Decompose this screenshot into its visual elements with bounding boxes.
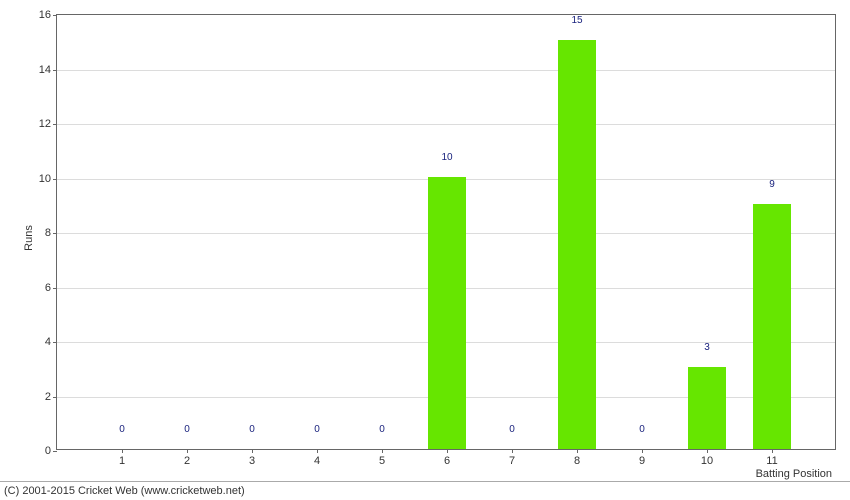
y-tick-label: 8 <box>45 227 57 239</box>
x-tick-label: 8 <box>574 449 580 467</box>
chart-container: 024681012141612345678910110000010015039 … <box>0 0 850 500</box>
bar-value-label: 0 <box>509 424 515 435</box>
bar <box>558 40 596 449</box>
bar-value-label: 9 <box>769 179 775 190</box>
gridline-h <box>57 124 835 125</box>
bar <box>688 367 726 449</box>
y-tick-label: 12 <box>39 118 57 130</box>
y-tick-label: 10 <box>39 173 57 185</box>
bar-value-label: 0 <box>314 424 320 435</box>
x-tick-label: 5 <box>379 449 385 467</box>
y-tick-label: 4 <box>45 336 57 348</box>
x-tick-label: 6 <box>444 449 450 467</box>
footer-separator <box>0 481 850 482</box>
y-tick-label: 0 <box>45 445 57 457</box>
y-tick-label: 6 <box>45 282 57 294</box>
y-tick-label: 14 <box>39 64 57 76</box>
x-tick-label: 4 <box>314 449 320 467</box>
bar-value-label: 0 <box>379 424 385 435</box>
bar <box>753 204 791 449</box>
bar <box>428 177 466 450</box>
bar-value-label: 0 <box>249 424 255 435</box>
bar-value-label: 0 <box>119 424 125 435</box>
y-axis-title: Runs <box>23 225 35 251</box>
x-tick-label: 1 <box>119 449 125 467</box>
gridline-h <box>57 70 835 71</box>
x-tick-label: 11 <box>766 449 777 467</box>
x-tick-label: 10 <box>701 449 713 467</box>
x-tick-label: 2 <box>184 449 190 467</box>
bar-value-label: 10 <box>441 152 452 163</box>
x-tick-label: 3 <box>249 449 255 467</box>
y-tick-label: 2 <box>45 391 57 403</box>
bar-value-label: 0 <box>184 424 190 435</box>
x-tick-label: 9 <box>639 449 645 467</box>
bar-value-label: 3 <box>704 342 710 353</box>
x-axis-title: Batting Position <box>756 468 832 480</box>
y-tick-label: 16 <box>39 9 57 21</box>
bar-value-label: 0 <box>639 424 645 435</box>
footer-text: (C) 2001-2015 Cricket Web (www.cricketwe… <box>4 485 245 497</box>
bar-value-label: 15 <box>571 15 582 26</box>
plot-area: 024681012141612345678910110000010015039 <box>56 14 836 450</box>
x-tick-label: 7 <box>509 449 515 467</box>
